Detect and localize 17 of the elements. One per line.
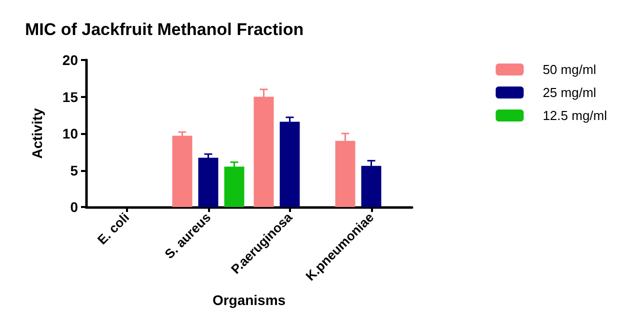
bar (198, 158, 218, 207)
bar (224, 166, 244, 207)
x-tick-label: E. coli (94, 210, 132, 248)
bar (172, 136, 192, 207)
y-tick-label: 20 (62, 52, 78, 68)
y-tick-label: 0 (70, 199, 78, 215)
bar (280, 122, 300, 207)
legend-label: 50 mg/ml (542, 62, 596, 77)
x-axis-title: Organisms (212, 292, 286, 308)
bar (361, 166, 382, 207)
y-tick-label: 5 (70, 162, 78, 178)
chart-title: MIC of Jackfruit Methanol Fraction (25, 20, 304, 39)
legend-label: 25 mg/ml (542, 85, 596, 100)
legend-label: 12.5 mg/ml (542, 108, 608, 123)
y-axis-title: Activity (29, 108, 45, 159)
y-tick-label: 10 (62, 126, 78, 142)
y-tick-label: 15 (62, 88, 78, 105)
